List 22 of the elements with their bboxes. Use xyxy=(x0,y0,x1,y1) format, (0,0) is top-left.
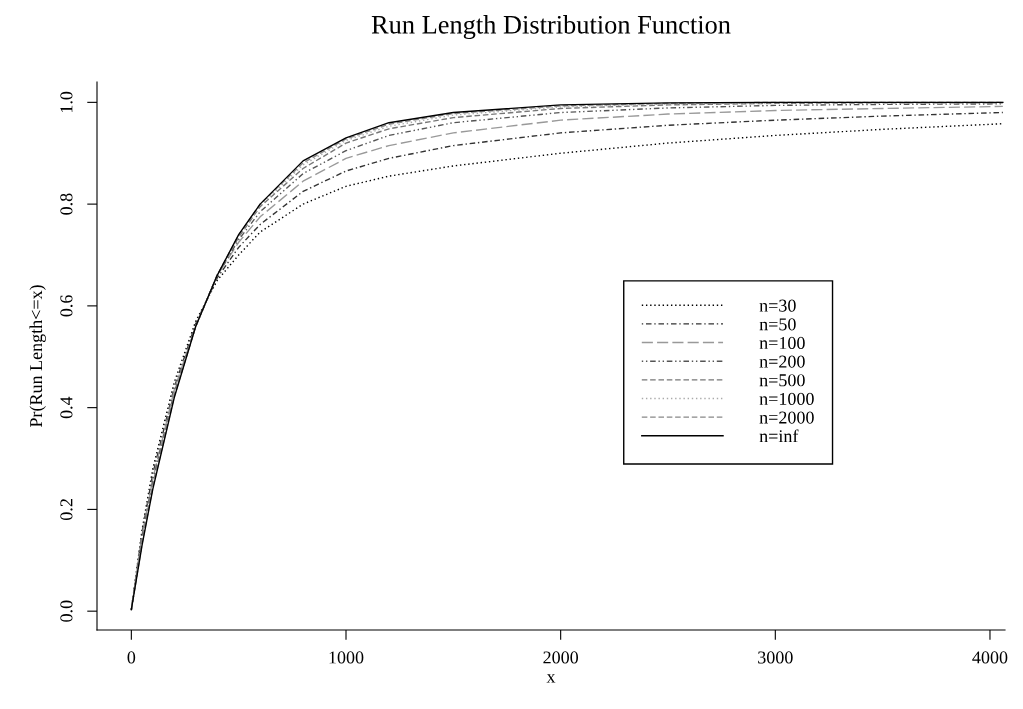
legend-label: n=inf xyxy=(759,429,799,443)
legend-label: n=50 xyxy=(759,318,796,331)
legend-label: n=500 xyxy=(759,374,805,387)
legend-label: n=2000 xyxy=(759,411,814,424)
y-axis-title: Pr(Run Length<=x) xyxy=(29,285,46,428)
legend-label: n=1000 xyxy=(759,392,814,405)
y-tick-label: 0.0 xyxy=(60,600,73,622)
x-tick-label: 3000 xyxy=(758,651,793,664)
x-tick-label: 1000 xyxy=(329,651,364,664)
x-tick-label: 2000 xyxy=(543,651,579,664)
chart-title: Run Length Distribution Function xyxy=(371,15,731,40)
x-tick-label: 4000 xyxy=(972,651,1008,664)
legend-label: n=30 xyxy=(759,299,796,312)
y-tick-label: 0.2 xyxy=(60,499,73,521)
y-tick-label: 0.4 xyxy=(60,396,73,419)
x-axis-title: x xyxy=(546,674,556,683)
legend-label: n=200 xyxy=(759,355,805,368)
y-tick-label: 1.0 xyxy=(60,91,73,113)
y-tick-label: 0.6 xyxy=(60,295,73,317)
legend-label: n=100 xyxy=(759,336,805,350)
x-tick-label: 0 xyxy=(127,651,136,664)
y-tick-label: 0.8 xyxy=(60,193,73,215)
